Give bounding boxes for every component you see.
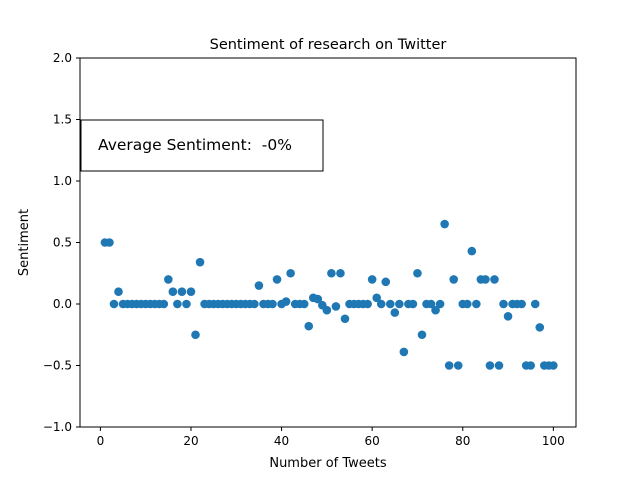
y-axis-ticks: −1.0 −0.5 0.0 0.5 1.0 1.5 2.0 bbox=[43, 51, 80, 434]
data-point bbox=[363, 299, 372, 309]
data-point bbox=[340, 314, 350, 324]
data-point bbox=[313, 294, 323, 304]
data-point bbox=[327, 268, 336, 278]
data-point bbox=[472, 299, 481, 309]
data-point bbox=[254, 281, 264, 290]
data-point bbox=[549, 361, 558, 370]
data-point bbox=[395, 299, 404, 309]
data-point bbox=[304, 321, 314, 331]
data-point bbox=[413, 268, 422, 278]
data-point bbox=[182, 299, 191, 309]
data-point bbox=[440, 219, 449, 229]
data-point bbox=[481, 275, 490, 284]
data-point bbox=[499, 299, 508, 309]
average-sentiment-box: Average Sentiment: -0% bbox=[80, 119, 324, 172]
data-point bbox=[173, 299, 182, 309]
x-axis-ticks: 0 20 40 60 80 100 bbox=[97, 427, 565, 448]
data-points bbox=[100, 219, 558, 370]
average-sentiment-text: Average Sentiment: -0% bbox=[98, 136, 292, 154]
data-point bbox=[177, 287, 187, 297]
data-point bbox=[462, 299, 472, 309]
data-point bbox=[526, 361, 536, 370]
data-point bbox=[322, 305, 332, 315]
x-tick-label: 20 bbox=[183, 434, 198, 448]
data-point bbox=[417, 330, 427, 340]
data-point bbox=[408, 299, 418, 309]
data-point bbox=[186, 287, 196, 297]
x-axis-label: Number of Tweets bbox=[269, 456, 387, 471]
data-point bbox=[168, 287, 178, 297]
data-point bbox=[390, 308, 400, 317]
data-point bbox=[453, 361, 463, 370]
data-point bbox=[449, 275, 458, 284]
data-point bbox=[195, 257, 205, 267]
data-point bbox=[503, 312, 513, 321]
data-point bbox=[372, 293, 381, 303]
data-point bbox=[367, 275, 377, 284]
data-point bbox=[164, 275, 173, 284]
x-tick-label: 40 bbox=[274, 434, 289, 448]
data-point bbox=[399, 347, 409, 357]
data-point bbox=[250, 299, 259, 309]
data-point bbox=[268, 299, 277, 309]
data-point bbox=[444, 361, 454, 370]
data-point bbox=[517, 299, 526, 309]
y-tick-label: 2.0 bbox=[53, 51, 72, 65]
chart-title: Sentiment of research on Twitter bbox=[210, 37, 447, 53]
data-point bbox=[535, 323, 545, 332]
y-axis-label: Sentiment bbox=[17, 209, 32, 276]
data-point bbox=[272, 275, 282, 284]
data-point bbox=[435, 299, 445, 309]
data-point bbox=[485, 361, 495, 370]
data-point bbox=[494, 361, 504, 370]
x-tick-label: 80 bbox=[455, 434, 470, 448]
y-tick-label: −1.0 bbox=[43, 420, 72, 434]
x-tick-label: 60 bbox=[365, 434, 380, 448]
annotation-box bbox=[80, 119, 324, 172]
y-tick-label: 0.5 bbox=[53, 236, 72, 250]
y-tick-label: 0.0 bbox=[53, 297, 72, 311]
data-point bbox=[299, 299, 309, 309]
data-point bbox=[490, 275, 499, 284]
data-point bbox=[286, 268, 295, 278]
data-point bbox=[426, 299, 436, 309]
data-point bbox=[530, 299, 540, 309]
data-point bbox=[281, 297, 291, 306]
y-tick-label: 1.5 bbox=[53, 113, 72, 127]
data-point bbox=[385, 299, 395, 309]
data-point bbox=[191, 330, 200, 340]
y-tick-label: 1.0 bbox=[53, 174, 72, 188]
data-point bbox=[159, 299, 169, 309]
data-point bbox=[336, 268, 345, 278]
data-point bbox=[381, 277, 391, 287]
x-tick-label: 100 bbox=[542, 434, 565, 448]
plot-area bbox=[79, 57, 577, 428]
x-tick-label: 0 bbox=[97, 434, 105, 448]
data-point bbox=[109, 299, 119, 309]
data-point bbox=[105, 238, 114, 247]
y-tick-label: −0.5 bbox=[43, 359, 72, 373]
data-point bbox=[467, 246, 477, 256]
data-point bbox=[431, 305, 440, 315]
data-point bbox=[331, 302, 341, 311]
data-point bbox=[376, 299, 386, 309]
data-point bbox=[114, 287, 123, 297]
